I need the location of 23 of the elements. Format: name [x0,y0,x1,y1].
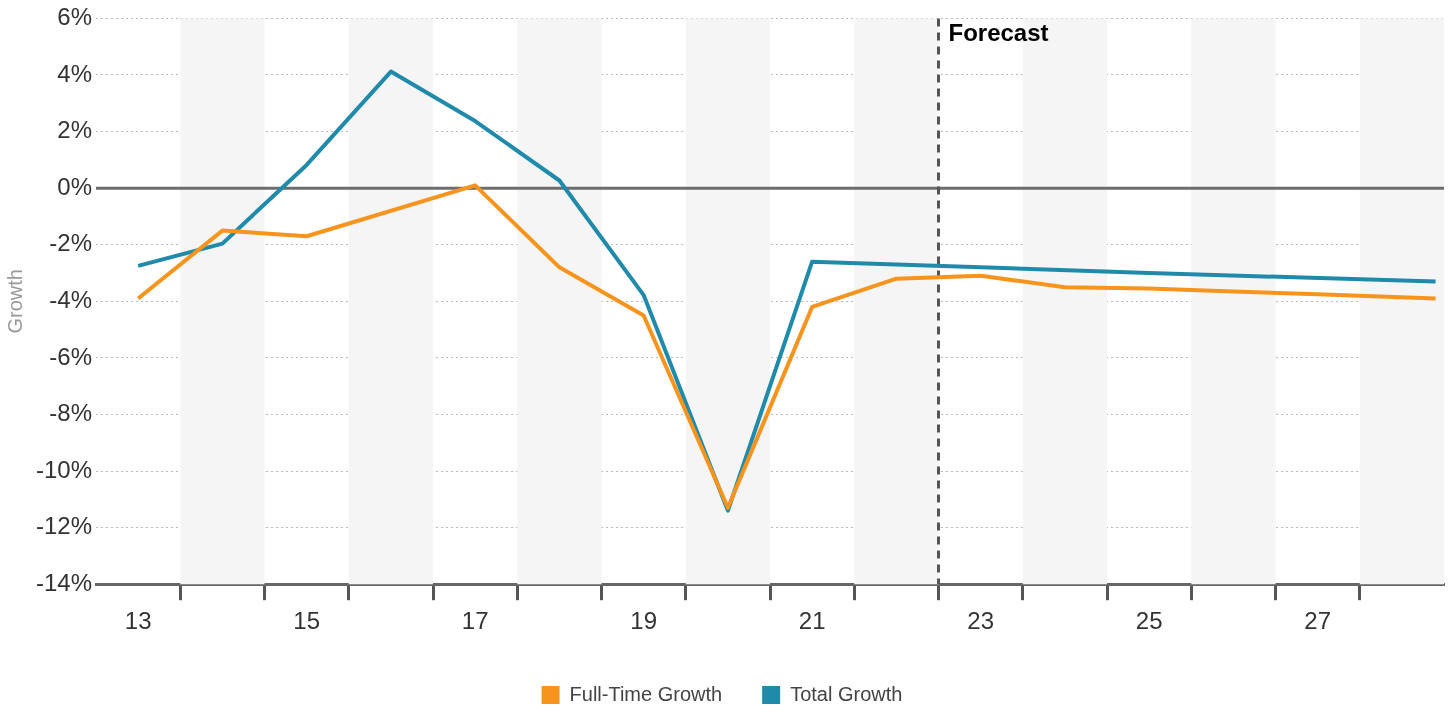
x-tick-label: 19 [630,607,657,635]
y-tick-label: 4% [57,59,93,87]
y-tick-label: -8% [49,399,93,427]
ref-line-label: Forecast [948,19,1049,47]
y-tick-label: 6% [57,3,93,31]
x-tick-label: 23 [967,607,994,635]
y-tick-label: -6% [49,342,93,370]
x-tick-label: 21 [798,607,826,635]
x-tick-label: 17 [461,607,489,635]
y-tick-label: -12% [36,512,93,540]
legend-label: Full-Time Growth [569,682,723,705]
y-axis-title: Growth [3,269,26,334]
y-tick-label: -14% [36,568,93,596]
x-tick-label: 13 [124,607,152,635]
y-tick-label: -4% [49,285,93,313]
y-tick-label: -10% [36,455,93,483]
y-tick-label: -2% [49,229,93,257]
x-tick-label: 27 [1304,607,1331,635]
x-tick-label: 15 [293,607,320,635]
legend-label: Total Growth [790,682,903,705]
y-tick-label: 0% [57,172,93,200]
x-tick-label: 25 [1135,607,1163,635]
y-tick-label: 2% [57,116,93,144]
